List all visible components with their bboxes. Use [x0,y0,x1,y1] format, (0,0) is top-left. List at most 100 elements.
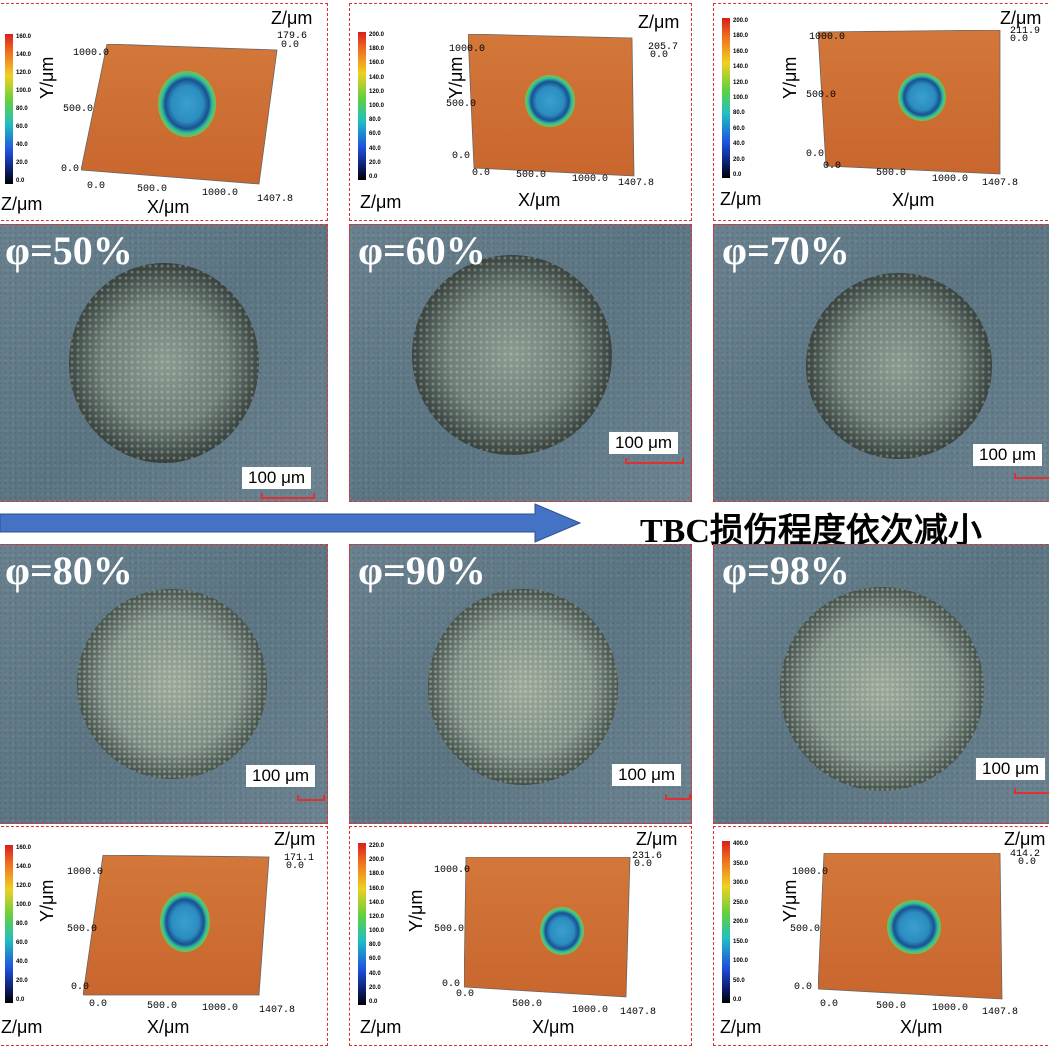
scale-bar [1014,788,1049,794]
colorbar-tick-label: 200.0 [369,857,385,864]
colorbar-tick-label: 180.0 [733,33,749,40]
z-axis-label-colorbar: Z/μm [360,1017,402,1037]
y-tick-label: 500.0 [434,924,465,935]
x-tick-label: 1407.8 [620,1007,657,1018]
z-axis-label-top: Z/μm [274,829,316,849]
z-min-label: 0.0 [1010,34,1029,45]
y-axis-label: Y/μm [37,56,57,99]
z-axis-label-colorbar: Z/μm [720,189,762,209]
porosity-label: φ=98% [722,548,850,593]
colorbar-tick-label: 100.0 [16,88,32,94]
x-axis-label: X/μm [532,1017,575,1037]
colorbar-tick-label: 140.0 [16,864,32,870]
y-tick-label: 500.0 [67,924,98,935]
damage-spot [887,900,941,954]
scale-label: 100 μm [246,765,316,787]
z-axis-label-top: Z/μm [1004,829,1046,849]
porosity-label: φ=60% [358,228,486,273]
colorbar-tick-label: 100.0 [369,928,385,935]
colorbar-tick-label: 100.0 [16,902,32,908]
micrograph-60: φ=60% 100 μm [349,224,692,502]
colorbar-tick-label: 40.0 [733,141,745,148]
z-axis-label-top: Z/μm [1000,8,1042,28]
scale-label: 100 μm [612,764,682,786]
colorbar-tick-label: 50.0 [733,977,745,984]
colorbar-tick-label: 100.0 [369,103,385,109]
x-tick-label: 1000.0 [932,1003,969,1014]
colorbar-tick-label: 60.0 [16,940,28,946]
origin-tick-label: 0.0 [452,151,471,162]
y-tick-label: 1000.0 [73,48,110,59]
damage-spot [69,263,259,463]
scale-label: 100 μm [242,467,312,489]
colorbar-tick-label: 250.0 [733,899,749,906]
scale-bar [625,458,684,464]
origin-tick-label: 0.0 [806,149,825,160]
y-tick-label: 500.0 [790,924,821,935]
colorbar-tick-label: 0.0 [16,997,25,1003]
z-min-label: 0.0 [634,859,653,870]
porosity-label: φ=50% [5,228,133,273]
z-axis-label-colorbar: Z/μm [360,192,402,212]
z-axis-label-colorbar: Z/μm [1,1017,43,1037]
x-tick-label: 0.0 [823,161,842,172]
y-tick-label: 500.0 [806,90,837,101]
scale-bar [297,795,325,801]
x-tick-label: 0.0 [472,168,491,179]
colorbar-tick-label: 120.0 [16,70,32,76]
x-tick-label: 500.0 [516,170,547,181]
x-tick-label: 1000.0 [572,1005,609,1016]
damage-spot [160,892,210,952]
colorbar-tick-label: 20.0 [369,159,381,166]
x-tick-label: 1407.8 [257,194,294,205]
x-axis-label: X/μm [892,190,935,210]
colorbar-tick-label: 200.0 [733,18,749,24]
scale-bar [665,794,691,800]
origin-tick-label: 0.0 [794,982,813,993]
x-tick-label: 1000.0 [932,174,969,185]
surface-plot [464,857,631,998]
colorbar-tick-label: 80.0 [369,942,381,949]
profile-panel-80: 160.0 140.0 120.0 100.0 80.0 60.0 40.0 20.0 0.0 Y… [0,826,328,1046]
x-tick-label: 0.0 [820,999,839,1010]
colorbar-tick-label: 0.0 [369,999,378,1005]
x-tick-label: 1000.0 [572,174,609,185]
porosity-label: φ=80% [5,548,133,593]
x-tick-label: 0.0 [89,999,108,1010]
colorbar-tick-label: 140.0 [369,899,385,906]
y-axis-label: Y/μm [780,56,800,99]
colorbar-tick-label: 0.0 [369,174,378,180]
y-tick-label: 1000.0 [67,867,104,878]
micrograph-50: φ=50% 100 μm [0,224,328,502]
surface-plot [818,853,1003,1000]
y-axis-label: Y/μm [780,879,800,922]
z-max-label: 414.2 [1010,849,1041,860]
colorbar-tick-label: 140.0 [369,74,385,81]
colorbar-tick-label: 100.0 [733,958,749,964]
scale-bar [1014,473,1049,479]
x-tick-label: 500.0 [137,184,168,195]
colorbar-tick-label: 60.0 [369,956,381,963]
colorbar-tick-label: 80.0 [16,921,28,927]
colorbar [722,841,730,1003]
colorbar-tick-label: 20.0 [733,156,745,163]
x-axis-label: X/μm [900,1017,943,1037]
profile-panel-90: 220.0 200.0 180.0 160.0 140.0 120.0 100.0 80.0 6… [349,826,692,1046]
z-min-label: 0.0 [286,861,305,872]
profile-panel-98: 400.0 350.0 300.0 250.0 200.0 150.0 100.0 50.0 0… [713,826,1049,1046]
colorbar-tick-label: 180.0 [369,871,385,878]
colorbar-tick-label: 200.0 [369,32,385,38]
colorbar-tick-label: 120.0 [16,883,32,889]
z-axis-label-colorbar: Z/μm [1,194,43,214]
surface-plot [818,30,1001,175]
damage-spot [428,589,618,785]
colorbar [358,32,366,180]
x-tick-label: 1407.8 [259,1005,296,1016]
y-axis-label: Y/μm [406,889,426,932]
micrograph-90: φ=90% 100 μm [349,544,692,824]
x-tick-label: 1407.8 [982,1007,1019,1018]
colorbar-tick-label: 150.0 [733,938,749,945]
x-tick-label: 1000.0 [202,188,239,199]
damage-spot [898,73,946,121]
porosity-label: φ=70% [722,228,850,273]
